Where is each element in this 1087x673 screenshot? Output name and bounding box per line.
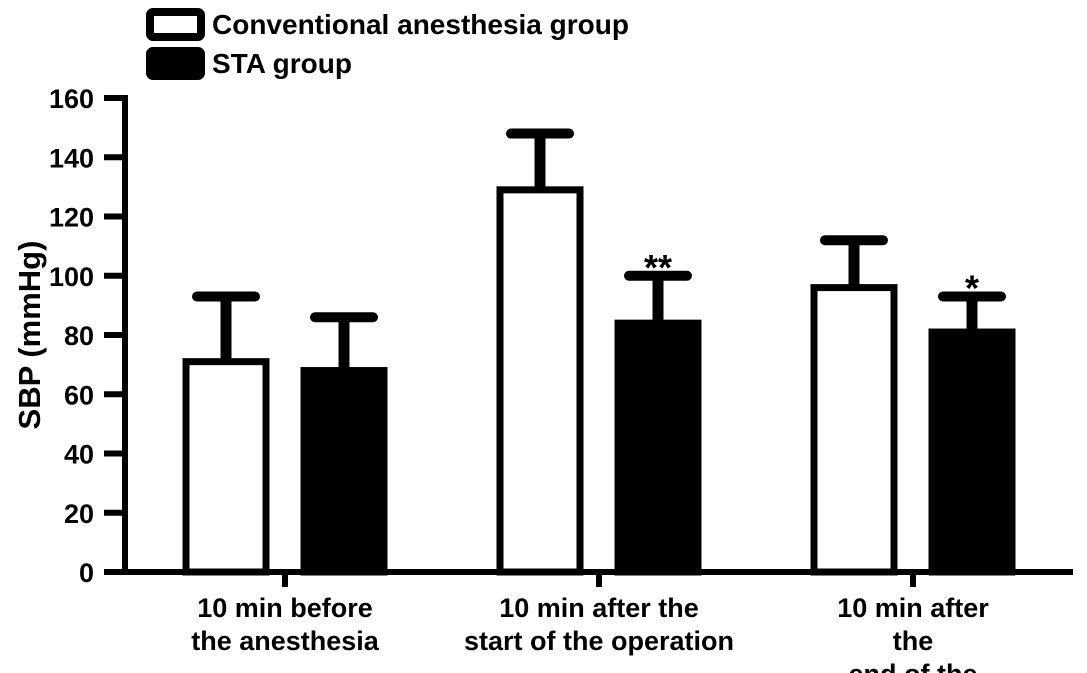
y-axis-tick-label: 40 — [64, 440, 94, 470]
y-axis-tick-label: 20 — [64, 499, 94, 529]
x-category-label-2: 10 min after the start of the operation — [463, 593, 735, 656]
x-category-label-1: 10 min before the anesthesia — [191, 593, 379, 656]
bar — [496, 186, 584, 576]
bar — [928, 328, 1016, 576]
y-axis-tick-label: 140 — [49, 143, 94, 173]
y-axis-tick-label: 60 — [64, 380, 94, 410]
bar — [182, 358, 270, 576]
y-axis-title: SBP (mmHg) — [12, 240, 47, 430]
legend-swatch-open-bar-icon — [146, 8, 205, 41]
y-axis-tick-label: 0 — [79, 558, 94, 588]
y-axis-tick-label: 160 — [49, 84, 94, 114]
y-axis-tick-label: 120 — [49, 203, 94, 233]
legend-item-conventional: Conventional anesthesia group — [146, 8, 629, 41]
legend-label-conventional: Conventional anesthesia group — [212, 9, 629, 40]
legend-item-sta: STA group — [146, 47, 629, 80]
x-category-label-3: 10 min after the end of the operation — [837, 593, 989, 673]
legend-label-sta: STA group — [212, 48, 352, 79]
y-axis-tick-label: 80 — [64, 321, 94, 351]
legend: Conventional anesthesia group STA group — [146, 8, 629, 80]
bar — [810, 284, 898, 576]
bar — [300, 367, 388, 576]
y-axis-tick-label: 100 — [49, 262, 94, 292]
significance-marker: * — [965, 267, 979, 308]
bar — [614, 319, 702, 576]
legend-swatch-solid-bar-icon — [146, 47, 205, 80]
significance-marker: ** — [644, 247, 672, 288]
